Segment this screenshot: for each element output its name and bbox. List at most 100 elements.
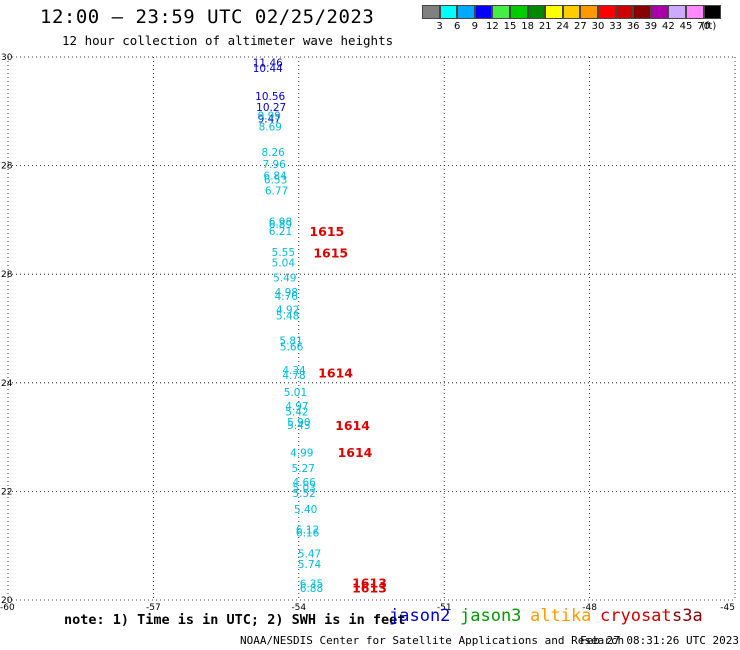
y-tick-label: 28 <box>1 162 13 172</box>
legend-cryosat: cryosat <box>600 606 672 626</box>
x-tick-label: -54 <box>291 603 306 613</box>
x-tick-label: -45 <box>720 603 735 613</box>
data-label: 5.66 <box>280 341 304 353</box>
colorbar-tick-label: 30 <box>591 21 605 32</box>
colorbar-swatch <box>510 5 528 19</box>
colorbar-swatch <box>650 5 669 19</box>
colorbar-swatch <box>422 5 440 19</box>
data-label: 5.49 <box>273 272 296 284</box>
data-label: 6.21 <box>269 226 292 238</box>
colorbar-legend: 3 6 9 12 15 18 21 24 27 30 33 36 39 42 45 70 (ft) <box>422 5 740 39</box>
colorbar-unit-label: (ft) <box>701 21 717 32</box>
data-label: 11.46 <box>253 57 283 69</box>
generation-timestamp: Feb 27 08:31:26 UTC 2023 <box>580 634 739 647</box>
data-label: 5.04 <box>272 257 296 269</box>
colorbar-tick-label: 3 <box>436 21 443 32</box>
legend-jason2: jason2 <box>389 606 451 626</box>
colorbar-swatch <box>580 5 598 19</box>
data-label: 9.99 <box>258 111 281 123</box>
x-tick-label: -48 <box>582 603 597 613</box>
data-label: 10.56 <box>255 91 285 103</box>
y-tick-label: 20 <box>1 596 13 606</box>
data-label: 4.99 <box>290 447 313 459</box>
legend-jason3: jason3 <box>460 606 522 626</box>
colorbar-swatch <box>457 5 475 19</box>
data-label: 6.88 <box>300 583 323 595</box>
data-label: 5.81 <box>279 335 302 347</box>
legend-s3a: s3a <box>672 606 703 626</box>
chart-subtitle: 12 hour collection of altimeter wave hei… <box>62 33 394 48</box>
data-label: 1614 <box>335 418 370 433</box>
chart-title: 12:00 – 23:59 UTC 02/25/2023 <box>40 6 375 28</box>
data-label: 9.47 <box>258 113 281 125</box>
footer-note: note: 1) Time is in UTC; 2) SWH is in fe… <box>64 612 406 628</box>
x-tick-label: -60 <box>0 603 15 613</box>
data-label: 1613 <box>352 576 387 591</box>
data-label: 5.90 <box>287 417 310 429</box>
y-tick-label: 28 <box>1 270 13 280</box>
colorbar-swatch <box>615 5 634 19</box>
colorbar-tick-label: 33 <box>609 21 622 32</box>
data-label: 5.42 <box>285 407 308 419</box>
data-label: 1614 <box>318 366 353 381</box>
colorbar-swatch <box>492 5 510 19</box>
colorbar-swatch <box>439 5 458 19</box>
data-label: 6.16 <box>296 528 320 540</box>
data-label: 6.35 <box>300 579 323 591</box>
y-tick-label: 24 <box>1 379 13 389</box>
data-label: 4.97 <box>285 401 308 413</box>
colorbar-tick-label: 70 <box>697 21 710 32</box>
data-label: 1615 <box>313 246 348 261</box>
data-label: 4.92 <box>276 304 299 316</box>
data-label: 5.52 <box>292 488 315 500</box>
data-label: 1613 <box>352 581 387 596</box>
colorbar-tick-label: 42 <box>662 21 675 32</box>
data-label: 1614 <box>338 445 373 460</box>
data-label: 8.26 <box>261 147 285 159</box>
x-tick-label: -57 <box>146 603 161 613</box>
data-label: 6.77 <box>265 186 288 198</box>
colorbar-swatch <box>703 5 722 19</box>
colorbar-swatch <box>668 5 686 19</box>
colorbar-tick-label: 15 <box>503 21 517 32</box>
y-tick-label: 30 <box>1 53 13 63</box>
colorbar-tick-label: 9 <box>471 21 478 32</box>
credit-line: NOAA/NESDIS Center for Satellite Applica… <box>240 634 625 647</box>
data-label: 6.84 <box>263 170 287 182</box>
data-label: 5.43 <box>287 420 310 432</box>
legend-altika: altika <box>530 606 592 626</box>
colorbar-swatch <box>527 5 546 19</box>
colorbar-tick-label: 6 <box>454 21 461 32</box>
data-label: 4.76 <box>275 291 299 303</box>
colorbar-swatch <box>633 5 651 19</box>
data-label: 4.34 <box>282 365 306 377</box>
colorbar-tick-label: 27 <box>574 21 587 32</box>
data-label: 6.98 <box>269 217 292 229</box>
colorbar-swatch <box>686 5 704 19</box>
data-label: 8.69 <box>259 122 282 134</box>
data-label: 10.27 <box>256 102 286 114</box>
y-tick-label: 22 <box>1 487 12 497</box>
data-label: 5.27 <box>292 463 315 475</box>
colorbar-tick-label: 45 <box>679 21 693 32</box>
data-label: 5.40 <box>294 504 317 516</box>
data-label: 5.01 <box>284 387 307 399</box>
data-label: 5.47 <box>298 548 321 560</box>
data-label: 5.03 <box>292 483 315 495</box>
colorbar-tick-label: 12 <box>486 21 499 32</box>
x-tick-label: -51 <box>437 603 452 613</box>
data-label: 6.12 <box>296 524 319 536</box>
colorbar-swatch <box>545 5 563 19</box>
data-label: 5.74 <box>298 559 322 571</box>
colorbar-tick-label: 24 <box>556 21 570 32</box>
data-label: 6.53 <box>264 175 287 187</box>
data-label: 4.98 <box>275 287 298 299</box>
colorbar-tick-label: 21 <box>538 21 552 32</box>
colorbar-tick-label: 18 <box>521 21 534 32</box>
colorbar-swatch <box>474 5 493 19</box>
data-label: 1615 <box>309 224 344 239</box>
colorbar-tick-label: 36 <box>626 21 640 32</box>
colorbar-swatch <box>598 5 616 19</box>
data-label: 5.48 <box>276 310 299 322</box>
